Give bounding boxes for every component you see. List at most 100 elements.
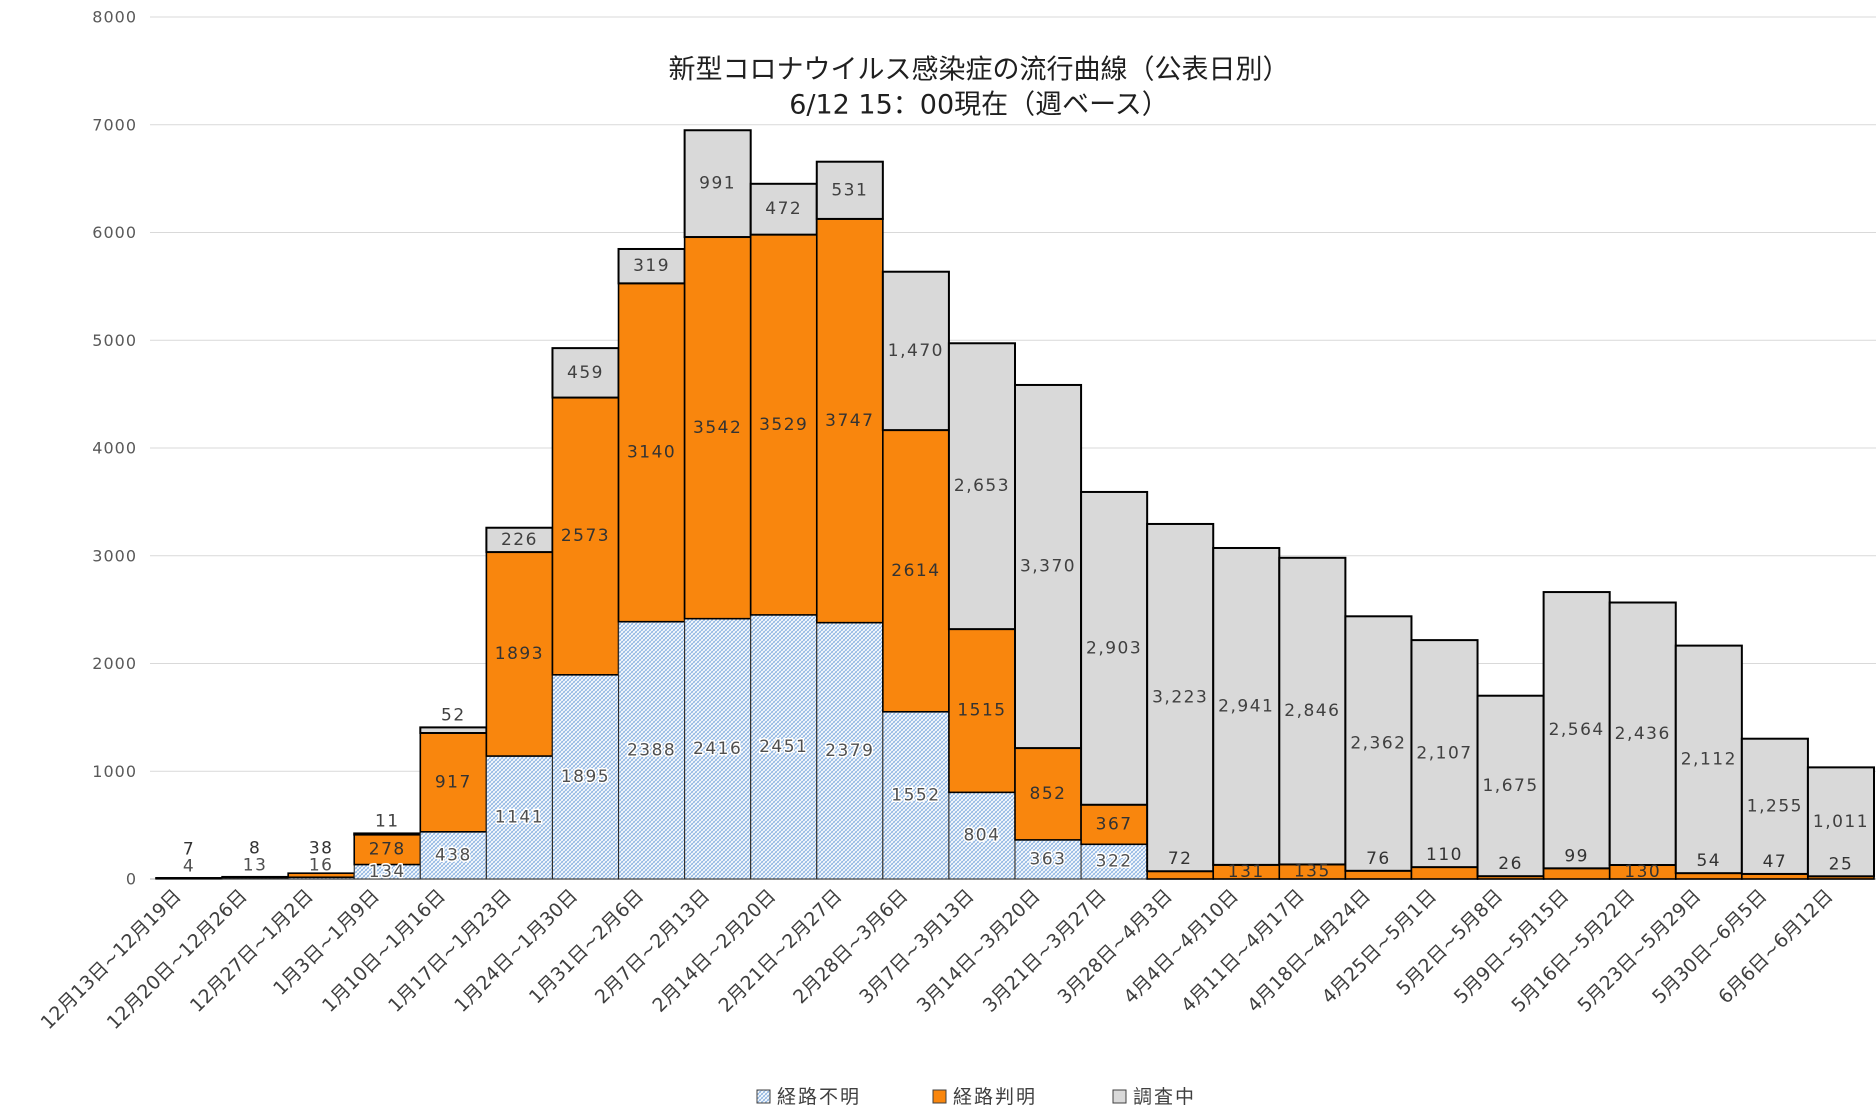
bar-segment-known-route <box>155 877 223 880</box>
data-label: 4 <box>183 857 195 877</box>
data-label: 26 <box>1498 854 1523 874</box>
bar-segment-known-route <box>815 218 884 624</box>
bar-stack <box>1014 383 1083 880</box>
bar-segment-known-route <box>419 732 488 833</box>
bar-stack <box>617 247 686 880</box>
data-label: 8 <box>249 839 261 859</box>
data-label: 1552 <box>891 785 940 805</box>
bar-segment-under-investigation <box>1608 601 1677 866</box>
bar-stack <box>815 160 884 880</box>
bar-stack <box>221 875 289 880</box>
data-label: 3140 <box>627 443 676 463</box>
bar-segment-known-route <box>749 233 818 616</box>
data-label: 135 <box>1294 862 1331 882</box>
data-label: 3,370 <box>1020 557 1076 577</box>
bar-stack <box>1080 490 1149 880</box>
bar-segment-under-investigation <box>419 726 488 734</box>
bar-segment-under-investigation <box>881 270 950 432</box>
data-label: 1515 <box>957 701 1006 721</box>
data-label: 2,653 <box>954 476 1010 496</box>
data-label: 25 <box>1829 854 1854 874</box>
bar-segment-under-investigation <box>1740 737 1809 875</box>
bar-stack <box>683 129 752 880</box>
data-label: 38 <box>309 838 334 858</box>
data-label: 2573 <box>561 526 610 546</box>
legend-swatch-under-investigation <box>1112 1089 1127 1104</box>
bar-segment-known-route <box>1344 870 1413 880</box>
data-label: 3529 <box>759 415 808 435</box>
data-label: 72 <box>1168 849 1193 869</box>
legend-item-under-investigation: 調査中 <box>1112 1086 1196 1108</box>
bar-stack <box>485 526 554 880</box>
bar-stack <box>749 182 818 880</box>
legend: 経路不明 経路判明 調査中 <box>756 1086 1196 1108</box>
data-label: 1,675 <box>1482 776 1538 796</box>
bar-segment-under-investigation <box>551 347 620 399</box>
data-label: 459 <box>567 363 604 383</box>
data-label: 110 <box>1426 845 1463 865</box>
y-tick-label: 2000 <box>92 654 137 673</box>
data-label: 1893 <box>495 644 544 664</box>
bar-stack <box>1608 601 1677 880</box>
data-label: 2388 <box>627 740 676 760</box>
data-label: 2,903 <box>1086 638 1142 658</box>
legend-item-unknown-route: 経路不明 <box>756 1086 859 1108</box>
data-label: 2614 <box>891 561 940 581</box>
data-label: 852 <box>1030 784 1067 804</box>
bar-segment-under-investigation <box>683 129 752 239</box>
bar-segment-under-investigation <box>353 832 422 836</box>
data-label: 472 <box>765 199 802 219</box>
bar-segment-known-route <box>485 551 554 757</box>
data-label: 13 <box>243 856 268 876</box>
bar-segment-under-investigation <box>617 247 686 285</box>
bar-segment-under-investigation <box>1014 383 1083 750</box>
data-label: 2451 <box>759 737 808 757</box>
data-label: 2416 <box>693 739 742 759</box>
y-tick-label: 6000 <box>92 223 137 242</box>
bar-stack <box>1146 522 1215 880</box>
data-label: 47 <box>1763 852 1788 872</box>
data-label: 2,846 <box>1284 701 1340 721</box>
data-label: 134 <box>369 862 406 882</box>
data-label: 917 <box>435 772 472 792</box>
bar-segment-known-route <box>683 236 752 620</box>
data-label: 3747 <box>825 411 874 431</box>
bar-segment-unknown-route <box>750 614 818 880</box>
bar-segment-under-investigation <box>1806 766 1876 878</box>
bar-segment-under-investigation <box>1476 694 1545 878</box>
bars <box>155 129 1876 880</box>
data-label: 2,564 <box>1549 720 1605 740</box>
bar-segment-under-investigation <box>1542 591 1611 870</box>
bar-segment-known-route <box>1410 866 1479 880</box>
bar-stack <box>155 877 223 880</box>
data-label: 1,255 <box>1747 796 1803 816</box>
y-tick-label: 4000 <box>92 439 137 458</box>
legend-label-under-investigation: 調査中 <box>1133 1086 1196 1108</box>
bar-stack <box>1740 737 1809 880</box>
data-label: 2,941 <box>1218 696 1274 716</box>
bar-segment-unknown-route <box>485 755 554 880</box>
y-tick-label: 5000 <box>92 331 137 350</box>
legend-swatch-known-route <box>932 1089 947 1104</box>
data-label: 54 <box>1696 851 1721 871</box>
data-label: 2379 <box>825 741 874 761</box>
data-label: 2,107 <box>1416 744 1472 764</box>
data-label: 2,112 <box>1681 749 1737 769</box>
bar-stack <box>1344 615 1413 880</box>
data-label: 438 <box>435 845 472 865</box>
data-label: 1,011 <box>1813 812 1869 832</box>
bar-segment-known-route <box>1146 870 1215 880</box>
bar-stack <box>947 342 1017 880</box>
data-label: 319 <box>633 256 670 276</box>
bar-segment-unknown-route <box>551 674 620 880</box>
bar-segment-unknown-route <box>684 618 752 880</box>
legend-item-known-route: 経路判明 <box>932 1086 1035 1108</box>
data-label: 2,362 <box>1350 734 1406 754</box>
data-label: 1,470 <box>888 341 944 361</box>
bar-segment-under-investigation <box>1146 522 1215 873</box>
data-label: 804 <box>963 826 1000 846</box>
y-tick-label: 1000 <box>92 762 137 781</box>
bar-segment-known-route <box>221 875 289 879</box>
